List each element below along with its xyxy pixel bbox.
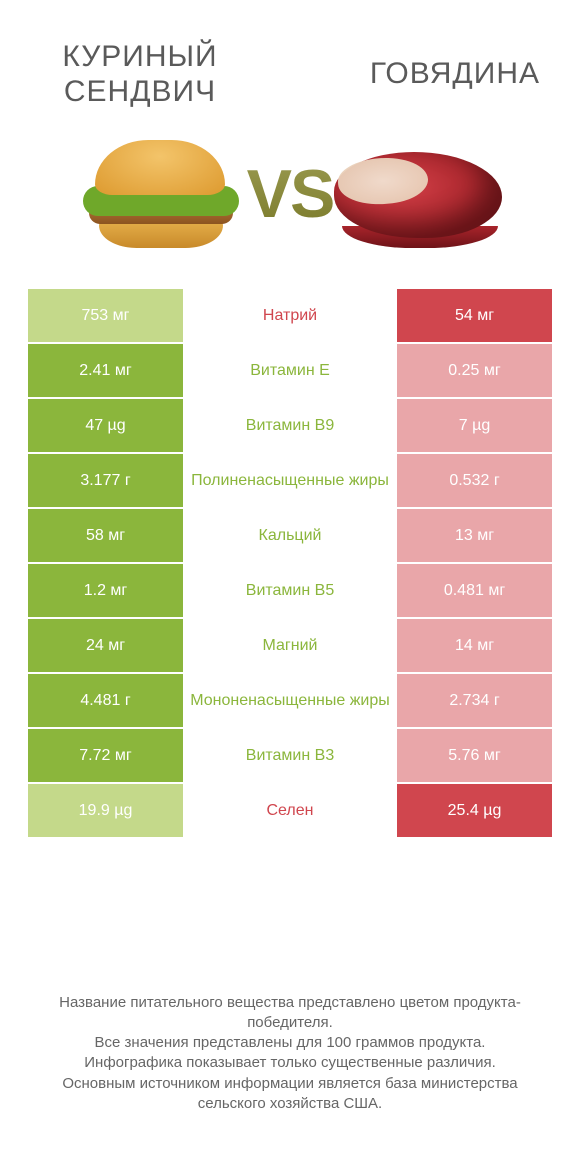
header: КУРИНЫЙСЕНДВИЧ ГОВЯДИНА (0, 0, 580, 119)
sandwich-icon (77, 134, 247, 254)
value-left: 24 мг (28, 619, 183, 672)
value-left: 3.177 г (28, 454, 183, 507)
footer-line: Все значения представлены для 100 граммо… (30, 1033, 550, 1053)
footer-notes: Название питательного вещества представл… (0, 963, 580, 1174)
value-left: 753 мг (28, 289, 183, 342)
value-right: 0.532 г (397, 454, 552, 507)
nutrient-name: Витамин B5 (183, 564, 397, 617)
value-right: 7 µg (397, 399, 552, 452)
table-row: 3.177 гПолиненасыщенные жиры0.532 г (28, 454, 552, 509)
value-left: 7.72 мг (28, 729, 183, 782)
value-left: 47 µg (28, 399, 183, 452)
hero: VS (0, 119, 580, 289)
footer-line: Название питательного вещества представл… (30, 993, 550, 1034)
footer-line: Основным источником информации является … (30, 1074, 550, 1115)
table-row: 24 мгМагний14 мг (28, 619, 552, 674)
table-row: 7.72 мгВитамин B35.76 мг (28, 729, 552, 784)
nutrient-name: Натрий (183, 289, 397, 342)
title-left: КУРИНЫЙСЕНДВИЧ (40, 40, 240, 109)
table-row: 19.9 µgСелен25.4 µg (28, 784, 552, 839)
value-left: 1.2 мг (28, 564, 183, 617)
nutrient-name: Витамин E (183, 344, 397, 397)
table-row: 1.2 мгВитамин B50.481 мг (28, 564, 552, 619)
value-right: 5.76 мг (397, 729, 552, 782)
value-left: 2.41 мг (28, 344, 183, 397)
footer-line: Инфографика показывает только существенн… (30, 1053, 550, 1073)
value-left: 4.481 г (28, 674, 183, 727)
value-right: 0.481 мг (397, 564, 552, 617)
table-row: 753 мгНатрий54 мг (28, 289, 552, 344)
value-right: 54 мг (397, 289, 552, 342)
value-right: 25.4 µg (397, 784, 552, 837)
value-right: 2.734 г (397, 674, 552, 727)
vs-label: VS (247, 155, 334, 233)
food-left-image (67, 129, 257, 259)
beef-icon (328, 134, 508, 254)
value-right: 0.25 мг (397, 344, 552, 397)
comparison-table: 753 мгНатрий54 мг2.41 мгВитамин E0.25 мг… (0, 289, 580, 839)
table-row: 58 мгКальций13 мг (28, 509, 552, 564)
value-right: 14 мг (397, 619, 552, 672)
value-left: 19.9 µg (28, 784, 183, 837)
table-row: 4.481 гМононенасыщенные жиры2.734 г (28, 674, 552, 729)
nutrient-name: Полиненасыщенные жиры (183, 454, 397, 507)
nutrient-name: Кальций (183, 509, 397, 562)
value-left: 58 мг (28, 509, 183, 562)
nutrient-name: Магний (183, 619, 397, 672)
title-right: ГОВЯДИНА (340, 57, 540, 92)
food-right-image (323, 129, 513, 259)
nutrient-name: Селен (183, 784, 397, 837)
page: КУРИНЫЙСЕНДВИЧ ГОВЯДИНА VS 753 мгНатрий5… (0, 0, 580, 1174)
nutrient-name: Витамин B9 (183, 399, 397, 452)
table-row: 2.41 мгВитамин E0.25 мг (28, 344, 552, 399)
nutrient-name: Мононенасыщенные жиры (183, 674, 397, 727)
value-right: 13 мг (397, 509, 552, 562)
table-row: 47 µgВитамин B97 µg (28, 399, 552, 454)
nutrient-name: Витамин B3 (183, 729, 397, 782)
